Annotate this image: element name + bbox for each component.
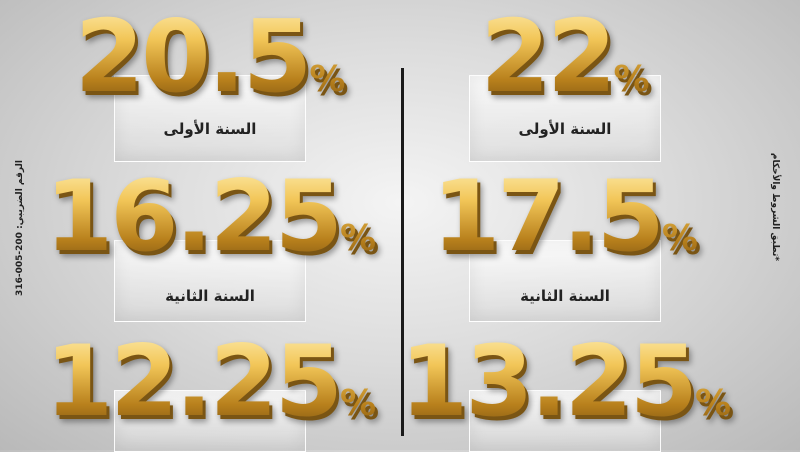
rate-year-3: 12.25%: [45, 325, 377, 439]
tax-number: الرقم الضريبي: 200-005-316: [15, 160, 25, 296]
rate-year-1: 20.5%: [45, 0, 375, 115]
rate-year-3: 13.25%: [400, 325, 732, 439]
display-cube: [469, 75, 661, 162]
year-label: السنة الثانية: [520, 287, 610, 305]
display-cube: [114, 75, 306, 162]
terms-note: *تطبق الشروط والأحكام: [770, 152, 780, 262]
year-label: السنة الأولى: [163, 120, 257, 138]
year-label: السنة الثانية: [165, 287, 255, 305]
column-divider: [401, 68, 404, 436]
rate-year-2: 16.25%: [45, 160, 377, 274]
rate-year-2: 17.5%: [400, 160, 730, 274]
offer-column-left: 20.5% السنة الأولى 16.25% السنة الثانية …: [45, 0, 377, 452]
rate-year-1: 22%: [400, 0, 730, 115]
display-cube: [469, 240, 661, 322]
display-cube: [469, 390, 661, 452]
year-label: السنة الأولى: [518, 120, 612, 138]
display-cube: [114, 240, 306, 322]
offer-column-right: 22% السنة الأولى 17.5% السنة الثانية 13.…: [400, 0, 732, 452]
